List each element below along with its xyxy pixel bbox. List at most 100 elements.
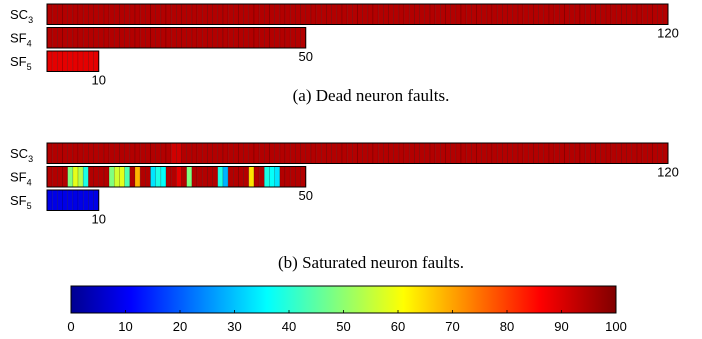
heatmap-cell bbox=[393, 3, 400, 25]
heatmap-cell bbox=[170, 142, 177, 164]
heatmap-cell bbox=[181, 27, 188, 49]
heatmap-cell bbox=[626, 3, 633, 25]
heatmap-cell bbox=[445, 3, 451, 25]
heatmap-cell bbox=[82, 50, 89, 72]
heatmap-cell bbox=[139, 27, 146, 49]
heatmap-cell bbox=[93, 142, 100, 164]
heatmap-cell bbox=[300, 166, 307, 188]
row-end-label: 10 bbox=[92, 212, 106, 227]
heatmap-cell bbox=[507, 142, 514, 164]
colorbar-tick-label: 60 bbox=[391, 319, 405, 334]
heatmap-cell bbox=[253, 27, 260, 49]
heatmap-cell bbox=[165, 3, 172, 25]
heatmap-cell bbox=[62, 142, 68, 164]
heatmap-cell bbox=[512, 142, 519, 164]
heatmap-cell bbox=[496, 3, 503, 25]
heatmap-cell bbox=[51, 166, 58, 188]
row-label: SF5 bbox=[10, 193, 32, 211]
heatmap-cell bbox=[243, 142, 250, 164]
heatmap-cell bbox=[507, 3, 514, 25]
heatmap-cell bbox=[119, 3, 125, 25]
heatmap-cell bbox=[269, 27, 275, 49]
heatmap-cell bbox=[217, 27, 224, 49]
heatmap-cell bbox=[460, 142, 467, 164]
heatmap-cell bbox=[124, 27, 131, 49]
row-sc3: SC3 120 bbox=[10, 3, 679, 41]
heatmap-cell bbox=[139, 166, 146, 188]
row-outline bbox=[46, 189, 100, 211]
row-sf4: SF4 50 bbox=[10, 27, 313, 64]
heatmap-cell bbox=[295, 3, 301, 25]
heatmap-cell bbox=[62, 189, 68, 211]
heatmap-cell bbox=[248, 3, 255, 25]
heatmap-cell bbox=[657, 3, 664, 25]
heatmap-cell bbox=[559, 142, 565, 164]
heatmap-cell bbox=[331, 142, 338, 164]
heatmap-cell bbox=[191, 27, 198, 49]
heatmap-cell bbox=[88, 27, 94, 49]
heatmap-cell bbox=[326, 3, 332, 25]
heatmap-cell bbox=[331, 3, 338, 25]
heatmap-cell bbox=[46, 3, 53, 25]
heatmap-cell bbox=[155, 3, 162, 25]
heatmap-cell bbox=[559, 3, 565, 25]
heatmap-cell bbox=[243, 166, 250, 188]
heatmap-cell bbox=[491, 3, 498, 25]
heatmap-cell bbox=[372, 142, 379, 164]
heatmap-cell bbox=[108, 166, 115, 188]
heatmap-cell bbox=[176, 3, 182, 25]
heatmap-cell bbox=[279, 142, 286, 164]
heatmap-cell bbox=[46, 50, 53, 72]
heatmap-cell bbox=[491, 142, 498, 164]
heatmap-cell bbox=[258, 142, 265, 164]
heatmap-cell bbox=[522, 3, 529, 25]
colorbar: 0 10 20 30 40 50 60 70 80 90 100 bbox=[67, 285, 627, 334]
heatmap-cell bbox=[191, 142, 198, 164]
heatmap-cell bbox=[419, 3, 426, 25]
heatmap-cell bbox=[646, 3, 653, 25]
heatmap-cell bbox=[527, 142, 534, 164]
heatmap-cell bbox=[621, 3, 627, 25]
heatmap-cell bbox=[77, 27, 84, 49]
heatmap-cell bbox=[201, 3, 208, 25]
heatmap-cell bbox=[88, 50, 94, 72]
heatmap-cell bbox=[393, 142, 400, 164]
heatmap-cell bbox=[134, 3, 141, 25]
heatmap-cell bbox=[145, 142, 151, 164]
heatmap-cell bbox=[67, 3, 74, 25]
heatmap-cell bbox=[62, 3, 68, 25]
heatmap-cell bbox=[289, 166, 296, 188]
heatmap-cell bbox=[300, 27, 307, 49]
heatmap-cell bbox=[284, 142, 291, 164]
heatmap-cell bbox=[77, 3, 84, 25]
heatmap-cell bbox=[657, 142, 664, 164]
heatmap-cell bbox=[579, 142, 586, 164]
heatmap-cell bbox=[279, 27, 286, 49]
heatmap-cell bbox=[362, 3, 369, 25]
heatmap-cell bbox=[222, 142, 229, 164]
heatmap-cell bbox=[134, 142, 141, 164]
heatmap-cell bbox=[341, 3, 348, 25]
heatmap-cell bbox=[217, 142, 224, 164]
heatmap-cell bbox=[238, 3, 244, 25]
heatmap-cell bbox=[62, 27, 68, 49]
heatmap-cell bbox=[652, 142, 658, 164]
heatmap-cell bbox=[181, 142, 188, 164]
heatmap-cell bbox=[57, 27, 63, 49]
colorbar-tick-label: 0 bbox=[67, 319, 74, 334]
heatmap-cell bbox=[103, 27, 110, 49]
heatmap-cell bbox=[372, 3, 379, 25]
heatmap-cell bbox=[595, 3, 602, 25]
heatmap-cell bbox=[615, 142, 622, 164]
heatmap-cell bbox=[139, 3, 146, 25]
heatmap-cell bbox=[113, 166, 120, 188]
heatmap-cell bbox=[584, 3, 591, 25]
heatmap-cell bbox=[320, 3, 327, 25]
row-label: SC3 bbox=[10, 146, 33, 164]
heatmap-cell bbox=[207, 27, 213, 49]
heatmap-cell bbox=[165, 27, 172, 49]
row-label: SF4 bbox=[10, 30, 32, 48]
heatmap-cell bbox=[145, 166, 151, 188]
heatmap-cell bbox=[383, 142, 389, 164]
heatmap-cell bbox=[445, 142, 451, 164]
